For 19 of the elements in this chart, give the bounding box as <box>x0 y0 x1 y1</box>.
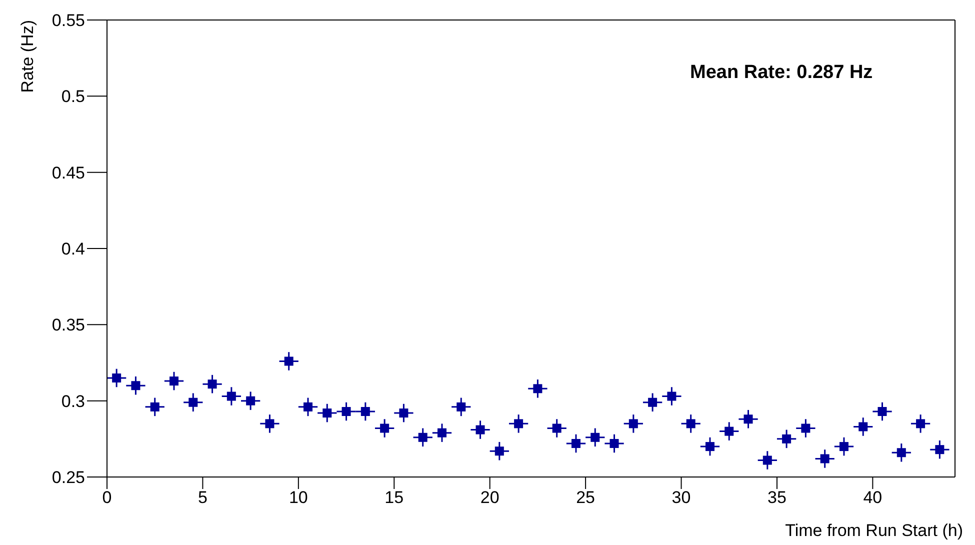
x-tick-label: 10 <box>288 488 308 508</box>
x-tick-label: 25 <box>576 488 596 508</box>
x-tick-label: 15 <box>384 488 404 508</box>
x-tick-label: 40 <box>863 488 882 508</box>
x-tick-label: 0 <box>102 488 112 508</box>
x-tick-label: 20 <box>480 488 500 508</box>
x-tick-label: 35 <box>768 488 786 508</box>
y-tick-label: 0.35 <box>52 316 85 335</box>
x-tick-label: 5 <box>198 488 208 508</box>
y-tick-label: 0.4 <box>61 240 85 259</box>
y-tick-label: 0.25 <box>52 468 85 488</box>
x-axis-title: Time from Run Start (h) <box>785 521 963 541</box>
y-tick-label: 0.55 <box>52 11 85 30</box>
y-tick-label: 0.45 <box>52 163 85 182</box>
x-tick-label: 30 <box>672 488 691 508</box>
y-tick-label: 0.3 <box>61 392 85 411</box>
y-tick-label: 0.5 <box>61 87 85 106</box>
annotation: Mean Rate: 0.287 Hz <box>690 62 873 84</box>
y-axis-title: Rate (Hz) <box>18 20 38 93</box>
